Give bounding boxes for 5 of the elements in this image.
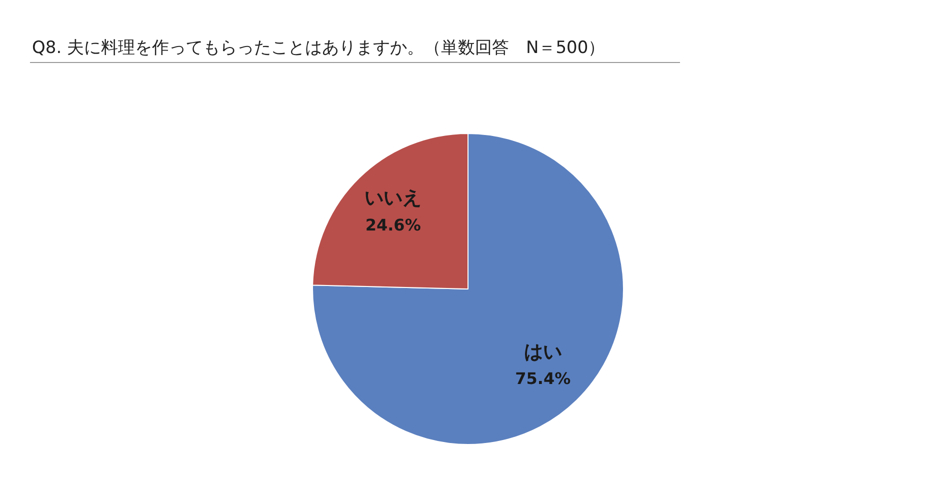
chart-title: Q8. 夫に料理を作ってもらったことはありますか。（単数回答 N＝500） xyxy=(32,37,606,59)
slice-label: はい xyxy=(524,340,562,363)
slice-label: いいえ xyxy=(364,187,422,210)
data-label: 24.6% xyxy=(365,215,421,234)
data-label: 75.4% xyxy=(515,368,571,388)
